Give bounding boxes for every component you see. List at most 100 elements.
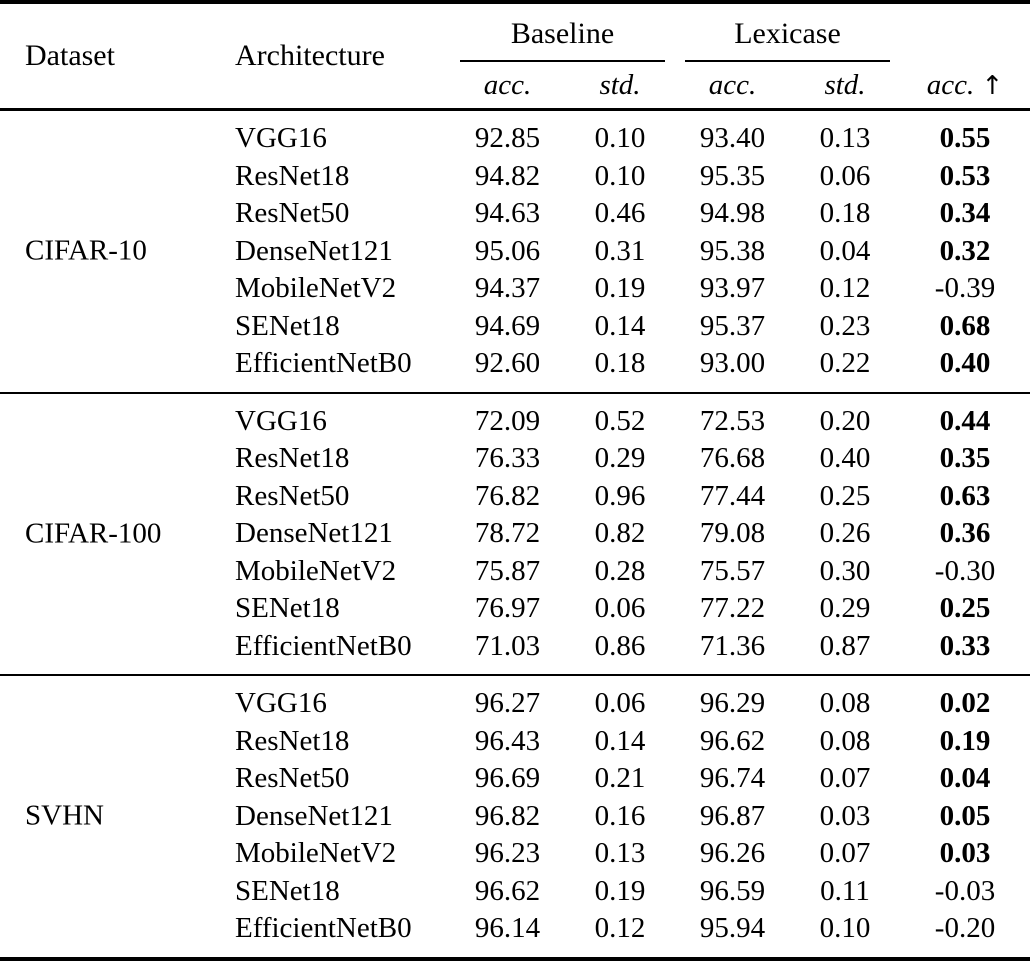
architecture-cell: ResNet18 [235,159,350,192]
table-row: SENet18 96.62 0.19 96.59 0.11 -0.03 [0,873,1030,911]
baseline-std-cell: 0.10 [594,159,646,192]
dataset-label: CIFAR-100 [25,517,162,550]
lexicase-std-cell: 0.07 [819,762,871,795]
baseline-std-cell: 0.12 [594,912,646,945]
lexicase-acc-cell: 94.98 [699,197,766,230]
lexicase-acc-cell: 95.94 [699,912,766,945]
lexicase-group-rule [685,60,890,62]
lexicase-std-cell: 0.11 [820,874,870,907]
col-header-baseline-acc: acc. [483,68,532,101]
architecture-cell: EfficientNetB0 [235,629,412,662]
dataset-label: SVHN [25,799,104,832]
table-row: SENet18 94.69 0.14 95.37 0.23 0.68 [0,308,1030,346]
baseline-std-cell: 0.28 [594,554,646,587]
table-header: Dataset Architecture Baseline Lexicase a… [0,4,1030,108]
acc-improvement-cell: -0.30 [934,554,996,587]
block-separator [0,391,1030,394]
lexicase-std-cell: 0.04 [819,234,871,267]
lexicase-acc-cell: 76.68 [699,442,766,475]
acc-improvement-cell: 0.04 [939,762,991,795]
baseline-std-cell: 0.29 [594,442,646,475]
acc-improvement-cell: 0.02 [939,687,991,720]
top-rule [0,0,1030,4]
baseline-acc-cell: 96.14 [474,912,541,945]
architecture-cell: EfficientNetB0 [235,347,412,380]
col-header-lexicase-std: std. [824,68,866,101]
baseline-std-cell: 0.19 [594,272,646,305]
acc-improvement-cell: 0.36 [939,517,991,550]
acc-improvement-cell: 0.44 [939,404,991,437]
acc-improvement-cell: -0.20 [934,912,996,945]
table-row: ResNet18 76.33 0.29 76.68 0.40 0.35 [0,440,1030,478]
block-rows: VGG16 72.09 0.52 72.53 0.20 0.44 ResNet1… [0,403,1030,666]
lexicase-acc-cell: 96.29 [699,687,766,720]
lexicase-acc-cell: 77.44 [699,479,766,512]
col-header-baseline-std: std. [599,68,641,101]
architecture-cell: ResNet50 [235,479,350,512]
baseline-acc-cell: 94.69 [474,309,541,342]
lexicase-acc-cell: 79.08 [699,517,766,550]
lexicase-std-cell: 0.12 [819,272,871,305]
table-row: DenseNet121 95.06 0.31 95.38 0.04 0.32 [0,233,1030,271]
architecture-cell: DenseNet121 [235,234,393,267]
baseline-acc-cell: 92.60 [474,347,541,380]
architecture-cell: ResNet50 [235,762,350,795]
baseline-acc-cell: 96.23 [474,837,541,870]
dataset-label: CIFAR-10 [25,234,147,267]
table-row: SENet18 76.97 0.06 77.22 0.29 0.25 [0,590,1030,628]
acc-improvement-cell: 0.05 [939,799,991,832]
table-row: VGG16 72.09 0.52 72.53 0.20 0.44 [0,403,1030,441]
table-row: ResNet50 76.82 0.96 77.44 0.25 0.63 [0,478,1030,516]
table-row: ResNet18 94.82 0.10 95.35 0.06 0.53 [0,158,1030,196]
architecture-cell: DenseNet121 [235,517,393,550]
acc-delta-label: acc. [926,68,975,101]
lexicase-acc-cell: 77.22 [699,592,766,625]
baseline-acc-cell: 78.72 [474,517,541,550]
baseline-acc-cell: 75.87 [474,554,541,587]
acc-improvement-cell: -0.39 [934,272,996,305]
lexicase-acc-cell: 95.38 [699,234,766,267]
header-rule [0,108,1030,111]
baseline-std-cell: 0.13 [594,837,646,870]
architecture-cell: MobileNetV2 [235,272,397,305]
baseline-acc-cell: 96.43 [474,724,541,757]
lexicase-acc-cell: 75.57 [699,554,766,587]
baseline-std-cell: 0.46 [594,197,646,230]
baseline-acc-cell: 96.69 [474,762,541,795]
architecture-cell: EfficientNetB0 [235,912,412,945]
baseline-group-rule [460,60,665,62]
col-header-architecture: Architecture [235,39,385,72]
lexicase-std-cell: 0.08 [819,724,871,757]
lexicase-acc-cell: 95.35 [699,159,766,192]
acc-improvement-cell: 0.55 [939,122,991,155]
baseline-std-cell: 0.06 [594,687,646,720]
baseline-std-cell: 0.52 [594,404,646,437]
col-group-baseline: Baseline [450,4,675,62]
table-row: EfficientNetB0 96.14 0.12 95.94 0.10 -0.… [0,910,1030,948]
block-rows: VGG16 92.85 0.10 93.40 0.13 0.55 ResNet1… [0,120,1030,383]
acc-improvement-cell: 0.35 [939,442,991,475]
lexicase-acc-cell: 95.37 [699,309,766,342]
table-row: VGG16 92.85 0.10 93.40 0.13 0.55 [0,120,1030,158]
architecture-cell: VGG16 [235,122,327,155]
lexicase-std-cell: 0.20 [819,404,871,437]
table-row: EfficientNetB0 92.60 0.18 93.00 0.22 0.4… [0,345,1030,383]
acc-improvement-cell: 0.19 [939,724,991,757]
baseline-std-cell: 0.18 [594,347,646,380]
lexicase-acc-cell: 96.59 [699,874,766,907]
table-row: MobileNetV2 75.87 0.28 75.57 0.30 -0.30 [0,553,1030,591]
acc-improvement-cell: 0.33 [939,629,991,662]
baseline-std-cell: 0.10 [594,122,646,155]
lexicase-acc-cell: 72.53 [699,404,766,437]
table-row: VGG16 96.27 0.06 96.29 0.08 0.02 [0,685,1030,723]
baseline-acc-cell: 92.85 [474,122,541,155]
baseline-acc-cell: 76.33 [474,442,541,475]
lexicase-acc-cell: 96.62 [699,724,766,757]
lexicase-std-cell: 0.22 [819,347,871,380]
lexicase-acc-cell: 96.26 [699,837,766,870]
baseline-std-cell: 0.96 [594,479,646,512]
architecture-cell: VGG16 [235,404,327,437]
lexicase-std-cell: 0.26 [819,517,871,550]
baseline-std-cell: 0.82 [594,517,646,550]
architecture-cell: SENet18 [235,309,340,342]
